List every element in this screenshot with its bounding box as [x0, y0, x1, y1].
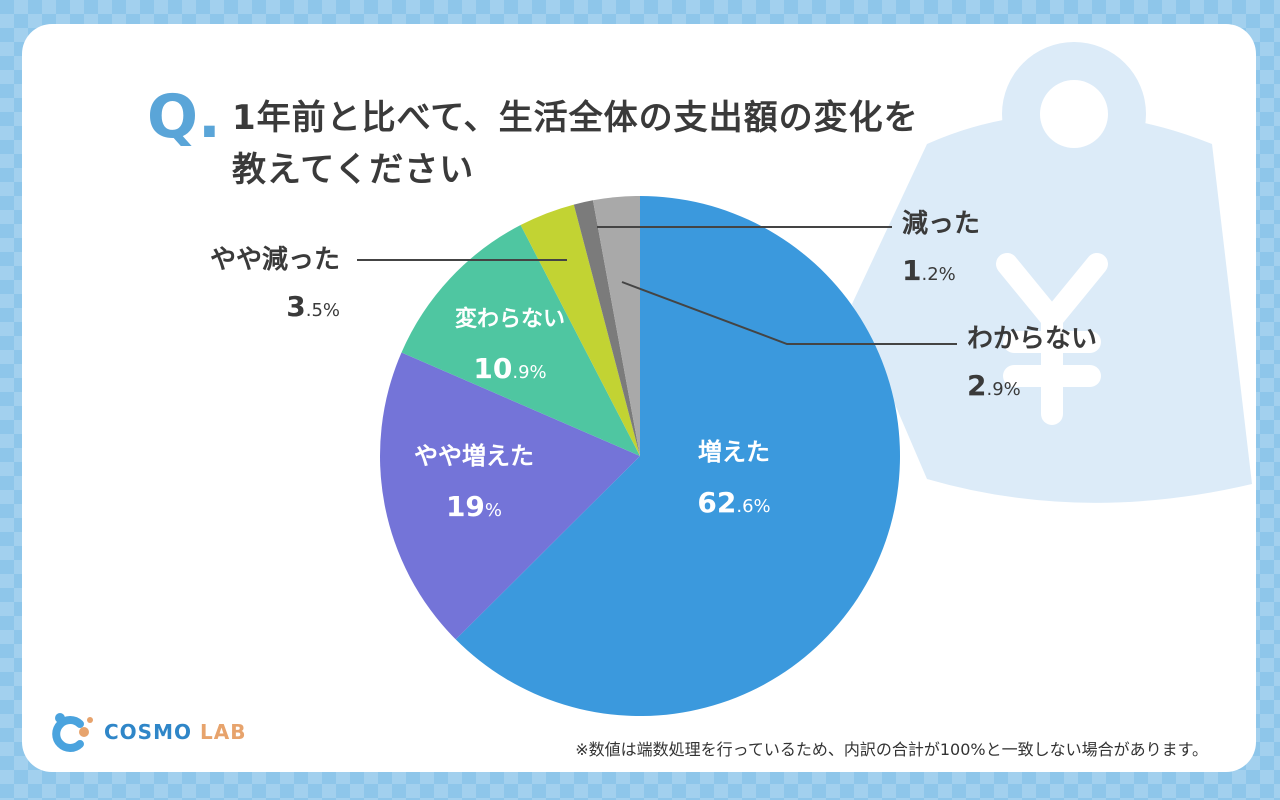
- cosmo-logo-icon: [52, 713, 93, 752]
- slice-value-label: 62.6%: [697, 486, 770, 519]
- slice-category-label: 増えた: [698, 438, 770, 466]
- brand-name: COSMO LAB: [104, 720, 247, 744]
- leader-line: [621, 281, 957, 345]
- brand-suffix: LAB: [199, 720, 247, 744]
- slice-category-label: わからない: [967, 324, 1097, 354]
- question-title: 1年前と比べて、生活全体の支出額の変化を 教えてください: [232, 92, 1192, 196]
- slice-value-label: 2.9%: [967, 369, 1021, 402]
- footnote: ※数値は端数処理を行っているため、内訳の合計が100%と一致しない場合があります…: [575, 740, 1208, 759]
- slice-value-label: 1.2%: [902, 254, 956, 287]
- pie-slice: [592, 196, 640, 456]
- slice-category-label: 変わらない: [455, 306, 565, 332]
- slice-category-label: やや減った: [210, 245, 340, 275]
- question-line-2: 教えてください: [232, 150, 475, 190]
- pie-slice: [401, 225, 640, 456]
- slice-value-label: 3.5%: [286, 290, 340, 323]
- question-line-1: 1年前と比べて、生活全体の支出額の変化を: [232, 98, 919, 138]
- slice-value-label: 10.9%: [473, 352, 546, 385]
- pie-slice: [380, 352, 640, 640]
- pie-slice: [520, 204, 640, 456]
- card: Q. 1年前と比べて、生活全体の支出額の変化を 教えてください 増えた 62.6%…: [22, 24, 1256, 772]
- brand-logo: COSMO LAB: [50, 712, 246, 752]
- question-mark: Q.: [147, 82, 221, 152]
- slice-value-label: 19%: [446, 490, 502, 523]
- pie-slice: [573, 200, 640, 456]
- pie-chart: 増えた 62.6% やや増えた 19% 変わらない 10.9% やや減った 3.5% 減った 1.…: [210, 196, 1097, 716]
- slice-category-label: 減った: [902, 209, 980, 239]
- yen-wallet-background-icon: [852, 42, 1252, 503]
- pie-slice: [455, 196, 900, 716]
- slice-category-label: やや増えた: [414, 442, 534, 470]
